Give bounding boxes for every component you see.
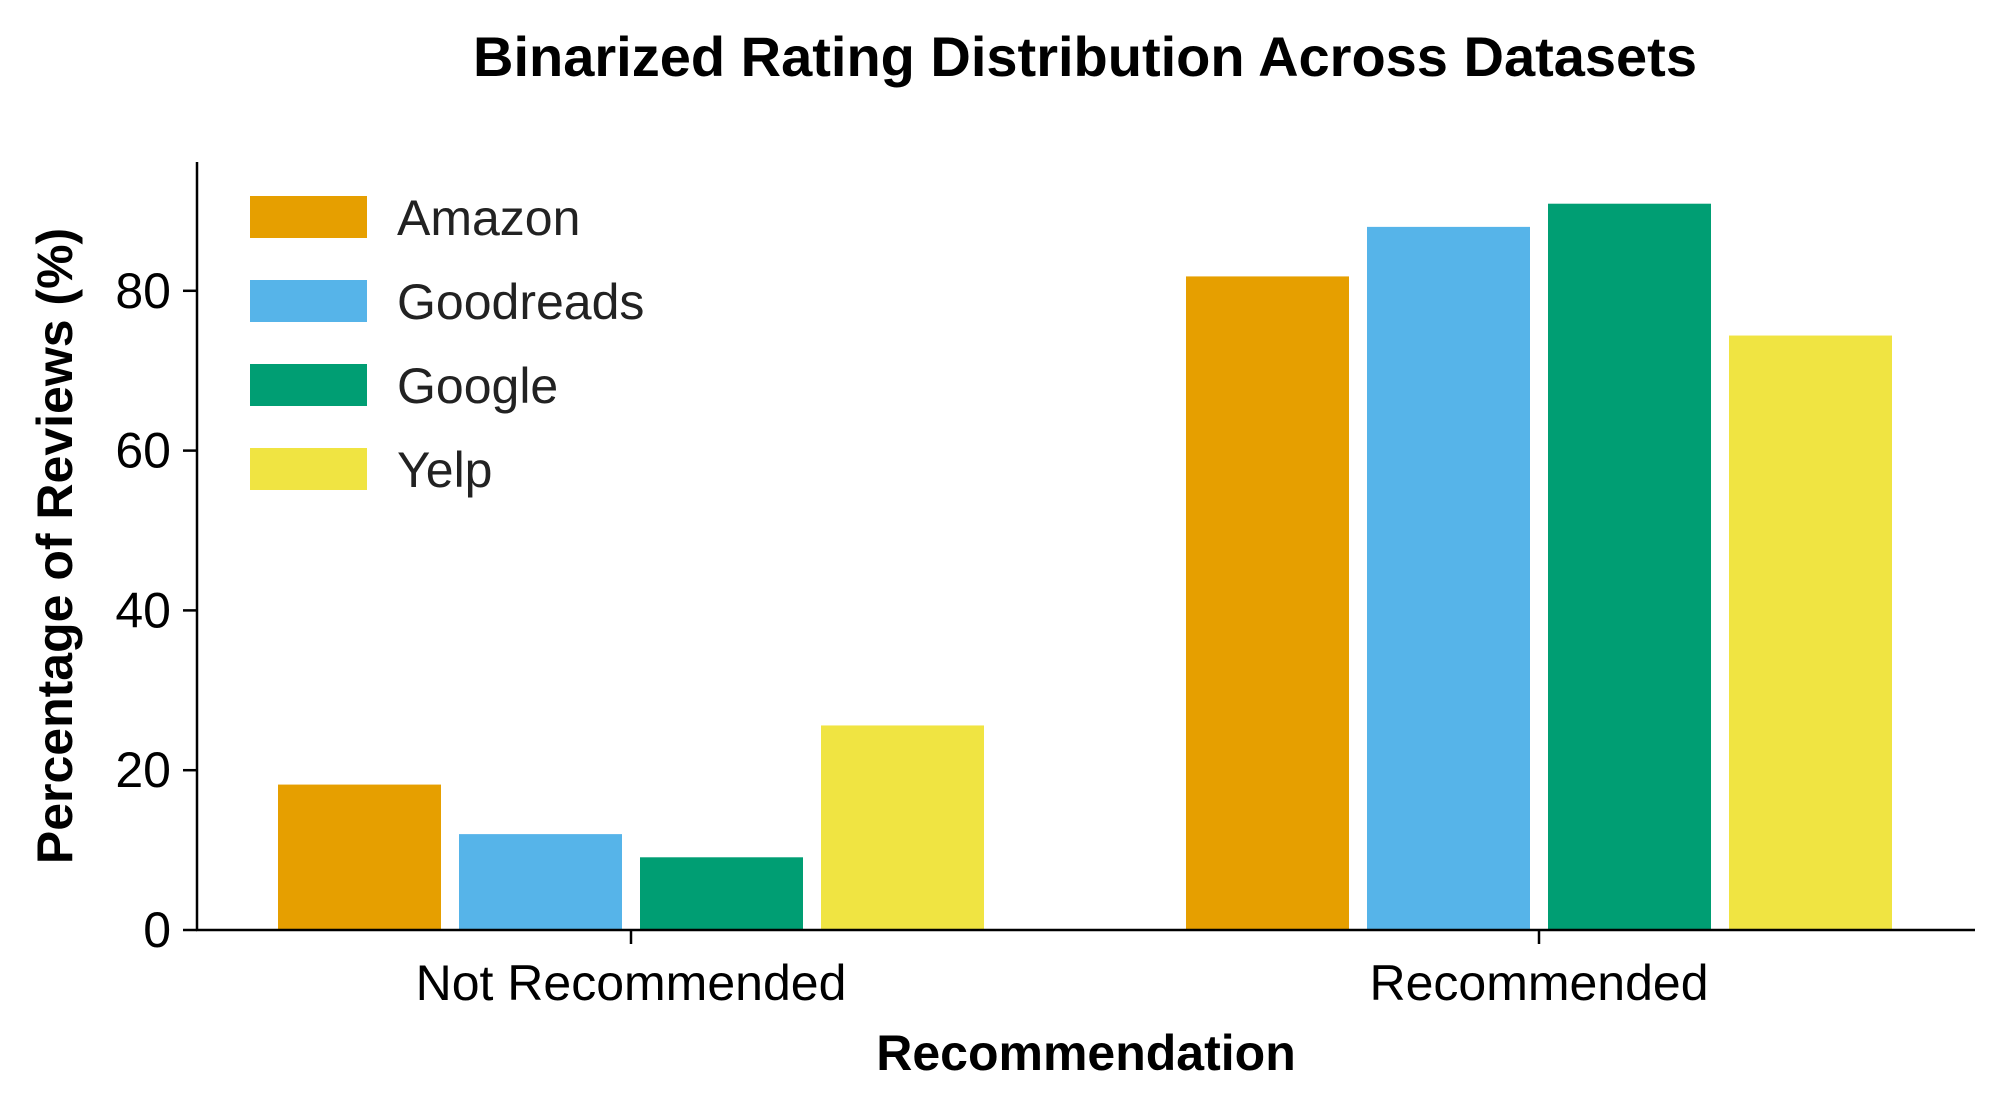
bar-google-recommended <box>1548 203 1711 931</box>
y-tick-label: 40 <box>115 582 171 638</box>
bar-goodreads-not-recommended <box>459 834 622 930</box>
legend-label-goodreads: Goodreads <box>397 274 644 330</box>
y-tick-label: 0 <box>143 902 171 958</box>
y-tick-label: 60 <box>115 423 171 479</box>
bar-google-not-recommended <box>640 857 803 930</box>
legend-swatch-yelp <box>250 448 367 490</box>
legend-label-amazon: Amazon <box>397 190 580 246</box>
y-tick-label: 80 <box>115 263 171 319</box>
x-tick-label: Recommended <box>1369 955 1708 1011</box>
bar-amazon-recommended <box>1186 276 1349 931</box>
y-axis-label: Percentage of Reviews (%) <box>27 228 83 864</box>
bar-yelp-recommended <box>1729 335 1892 930</box>
chart-title: Binarized Rating Distribution Across Dat… <box>473 25 1697 88</box>
legend-label-google: Google <box>397 358 558 414</box>
bar-yelp-not-recommended <box>821 725 984 930</box>
plot-area: 0 20 40 60 80 Not Recommended Recommended <box>115 203 1892 1011</box>
legend-swatch-google <box>250 364 367 406</box>
legend-swatch-goodreads <box>250 280 367 322</box>
legend-swatch-amazon <box>250 196 367 238</box>
bar-amazon-not-recommended <box>278 784 441 930</box>
x-tick-label: Not Recommended <box>416 955 847 1011</box>
y-tick-label: 20 <box>115 742 171 798</box>
legend-label-yelp: Yelp <box>397 442 492 498</box>
legend: Amazon Goodreads Google Yelp <box>250 190 644 498</box>
bar-goodreads-recommended <box>1367 226 1530 930</box>
x-axis-label: Recommendation <box>876 1025 1296 1081</box>
